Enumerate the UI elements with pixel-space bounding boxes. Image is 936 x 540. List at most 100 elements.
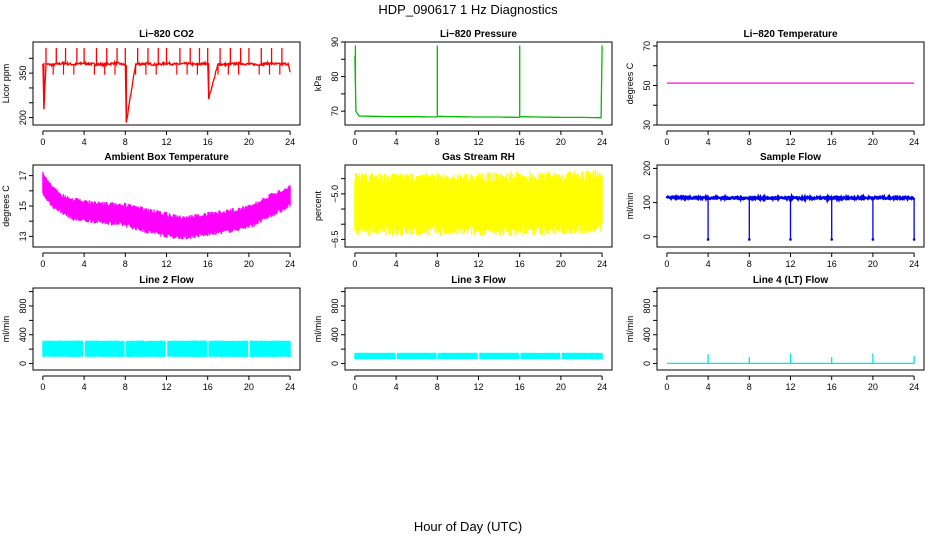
x-tick-label: 20 bbox=[556, 259, 566, 269]
y-tick-label: 0 bbox=[18, 361, 28, 366]
x-tick-label: 16 bbox=[827, 259, 837, 269]
x-tick-label: 16 bbox=[827, 382, 837, 392]
plot-data bbox=[354, 351, 603, 361]
x-tick-label: 12 bbox=[473, 382, 483, 392]
y-tick-label: 50 bbox=[642, 80, 652, 90]
y-tick-label: 70 bbox=[642, 41, 652, 51]
x-tick-label: 4 bbox=[394, 137, 399, 147]
series-band bbox=[354, 170, 603, 237]
panel-3: Li−820 Temperature degrees C 30 50 70 0 4 8 12 16… bbox=[625, 29, 925, 147]
x-tick-label: 8 bbox=[435, 259, 440, 269]
x-tick-label: 4 bbox=[706, 259, 711, 269]
x-tick-label: 24 bbox=[597, 382, 607, 392]
plot-data bbox=[42, 47, 291, 123]
y-axis-label: ml/min bbox=[1, 316, 11, 343]
x-tick-label: 8 bbox=[123, 137, 128, 147]
x-tick-label: 16 bbox=[203, 382, 213, 392]
y-tick-label: 200 bbox=[18, 110, 28, 125]
panel-title: Line 4 (LT) Flow bbox=[753, 275, 829, 286]
x-tick-label: 24 bbox=[597, 259, 607, 269]
x-tick-label: 4 bbox=[82, 259, 87, 269]
x-tick-label: 8 bbox=[747, 259, 752, 269]
x-tick-label: 12 bbox=[785, 137, 795, 147]
y-tick-label: −5.0 bbox=[330, 185, 340, 203]
y-tick-label: 350 bbox=[18, 66, 28, 81]
plot-frame bbox=[656, 164, 925, 248]
panel-1: Li−820 CO2 Licor ppm 200 350 0 4 8 12 16 20 24 bbox=[1, 29, 301, 147]
panel-4: Ambient Box Temperature degrees C 13 15 17 0 4… bbox=[1, 152, 301, 269]
x-tick-label: 0 bbox=[664, 382, 669, 392]
x-tick-label: 24 bbox=[909, 137, 919, 147]
x-tick-label: 12 bbox=[161, 259, 171, 269]
x-tick-label: 4 bbox=[82, 382, 87, 392]
y-tick-label: 100 bbox=[642, 195, 652, 210]
x-tick-label: 16 bbox=[515, 137, 525, 147]
y-axis-label: Licor ppm bbox=[1, 64, 11, 104]
x-tick-label: 0 bbox=[352, 259, 357, 269]
y-axis-label: degrees C bbox=[625, 62, 635, 104]
plot-frame bbox=[32, 41, 301, 126]
plot-frame bbox=[656, 41, 925, 126]
y-tick-label: 30 bbox=[642, 120, 652, 130]
dip-point bbox=[830, 238, 834, 241]
y-tick-label: 80 bbox=[330, 72, 340, 82]
figure-xlabel: Hour of Day (UTC) bbox=[414, 519, 522, 534]
x-tick-label: 16 bbox=[515, 382, 525, 392]
x-tick-label: 16 bbox=[515, 259, 525, 269]
x-tick-label: 0 bbox=[664, 137, 669, 147]
x-tick-label: 0 bbox=[40, 137, 45, 147]
plot-frame bbox=[344, 41, 613, 126]
x-tick-label: 20 bbox=[868, 259, 878, 269]
series-line bbox=[354, 45, 603, 119]
panel-title: Sample Flow bbox=[760, 152, 821, 163]
plot-frame bbox=[344, 287, 613, 371]
x-tick-label: 16 bbox=[203, 259, 213, 269]
y-tick-label: 0 bbox=[642, 361, 652, 366]
x-tick-label: 12 bbox=[785, 382, 795, 392]
y-tick-label: 0 bbox=[642, 234, 652, 239]
y-tick-label: 400 bbox=[642, 327, 652, 342]
x-tick-label: 24 bbox=[909, 382, 919, 392]
series-band bbox=[42, 172, 291, 240]
plot-data bbox=[354, 45, 603, 119]
y-axis-label: kPa bbox=[313, 76, 323, 92]
x-tick-label: 8 bbox=[435, 137, 440, 147]
plot-frame bbox=[32, 287, 301, 371]
y-axis-label: degrees C bbox=[1, 185, 11, 227]
panel-9: Line 4 (LT) Flow ml/min 0 400 800 0 4 8 12 16 20 24 bbox=[625, 275, 925, 392]
panel-8: Line 3 Flow ml/min 0 400 800 0 4 8 12 16 20 24 bbox=[313, 275, 613, 392]
dip-point bbox=[706, 238, 710, 241]
x-tick-label: 24 bbox=[285, 382, 295, 392]
x-tick-label: 24 bbox=[597, 137, 607, 147]
plot-data bbox=[666, 353, 915, 365]
y-tick-label: 400 bbox=[18, 327, 28, 342]
panel-title: Li−820 Pressure bbox=[440, 29, 517, 40]
x-tick-label: 4 bbox=[394, 259, 399, 269]
x-tick-label: 20 bbox=[244, 382, 254, 392]
x-tick-label: 20 bbox=[556, 137, 566, 147]
dip-point bbox=[789, 238, 792, 241]
x-tick-label: 8 bbox=[747, 382, 752, 392]
x-tick-label: 12 bbox=[161, 137, 171, 147]
x-tick-label: 24 bbox=[285, 259, 295, 269]
x-tick-label: 24 bbox=[909, 259, 919, 269]
x-tick-label: 16 bbox=[203, 137, 213, 147]
y-tick-label: 800 bbox=[18, 298, 28, 313]
y-tick-label: −6.5 bbox=[330, 231, 340, 249]
series-line bbox=[42, 59, 291, 123]
dip-point bbox=[747, 238, 751, 241]
plot-data bbox=[665, 192, 916, 241]
x-tick-label: 0 bbox=[352, 382, 357, 392]
y-tick-label: 200 bbox=[642, 161, 652, 176]
x-tick-label: 20 bbox=[868, 137, 878, 147]
x-tick-label: 16 bbox=[827, 137, 837, 147]
plot-frame bbox=[344, 164, 613, 248]
dip-point bbox=[912, 238, 916, 241]
plot-data bbox=[354, 170, 603, 237]
x-tick-label: 4 bbox=[706, 137, 711, 147]
panel-title: Li−820 Temperature bbox=[743, 29, 837, 40]
y-tick-label: 17 bbox=[18, 171, 28, 181]
x-tick-label: 20 bbox=[244, 137, 254, 147]
x-tick-label: 20 bbox=[244, 259, 254, 269]
